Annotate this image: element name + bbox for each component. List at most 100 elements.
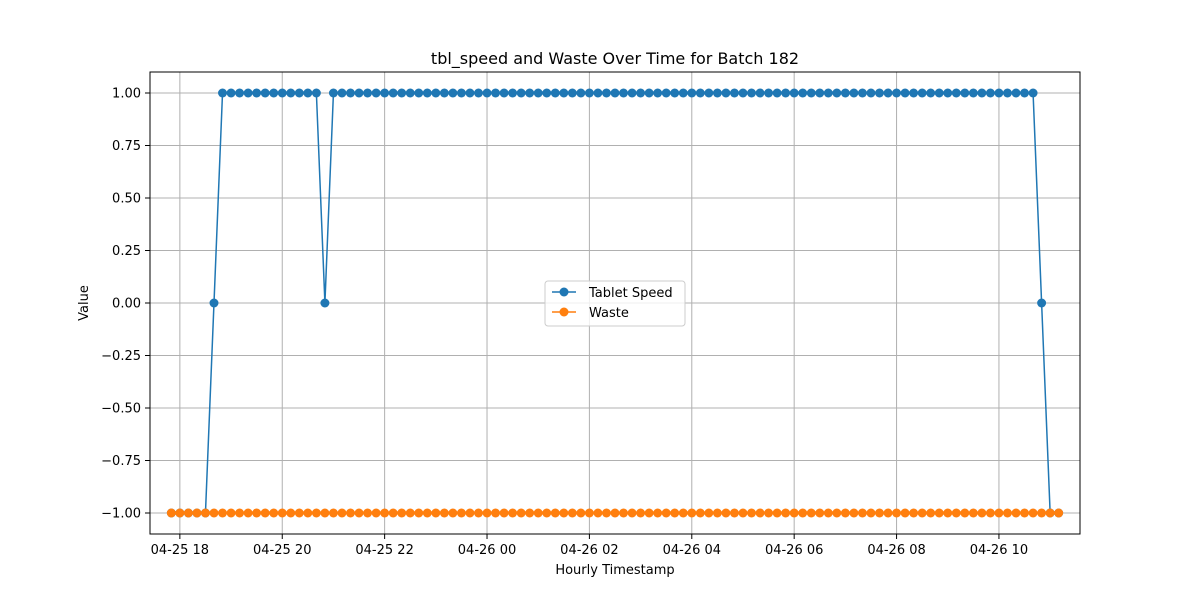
data-point-waste (533, 508, 543, 518)
data-point-tablet-speed (516, 88, 526, 98)
data-point-tablet-speed (866, 88, 876, 98)
data-point-waste (380, 508, 390, 518)
data-point-waste (781, 508, 791, 518)
data-point-tablet-speed (823, 88, 833, 98)
data-point-waste (277, 508, 287, 518)
data-point-tablet-speed (985, 88, 995, 98)
data-point-tablet-speed (712, 88, 722, 98)
data-point-tablet-speed (252, 88, 262, 98)
data-point-waste (456, 508, 466, 518)
y-tick-label: 0.25 (112, 244, 141, 259)
data-point-waste (951, 508, 961, 518)
data-point-tablet-speed (226, 88, 236, 98)
data-point-waste (405, 508, 415, 518)
data-point-tablet-speed (1020, 88, 1030, 98)
data-point-tablet-speed (636, 88, 646, 98)
data-point-waste (473, 508, 483, 518)
data-point-tablet-speed (704, 88, 714, 98)
data-point-waste (926, 508, 936, 518)
data-point-waste (806, 508, 816, 518)
data-point-tablet-speed (422, 88, 432, 98)
x-tick-label: 04-26 06 (765, 543, 823, 558)
data-point-tablet-speed (840, 88, 850, 98)
data-point-tablet-speed (832, 88, 842, 98)
data-point-waste (354, 508, 364, 518)
data-point-tablet-speed (798, 88, 808, 98)
data-point-waste (840, 508, 850, 518)
data-point-tablet-speed (491, 88, 501, 98)
data-point-waste (909, 508, 919, 518)
x-tick-label: 04-26 08 (867, 543, 925, 558)
data-point-tablet-speed (499, 88, 509, 98)
data-point-waste (550, 508, 560, 518)
data-point-tablet-speed (934, 88, 944, 98)
data-point-waste (712, 508, 722, 518)
legend-marker-tablet-speed (559, 287, 569, 297)
data-point-tablet-speed (337, 88, 347, 98)
data-point-waste (192, 508, 202, 518)
data-point-tablet-speed (235, 88, 245, 98)
data-point-tablet-speed (764, 88, 774, 98)
data-point-tablet-speed (542, 88, 552, 98)
y-axis: −1.00 −0.75 −0.50 −0.25 0.00 0.25 0.50 0.75 1.00 (101, 87, 150, 522)
data-point-waste (704, 508, 714, 518)
data-point-waste (747, 508, 757, 518)
data-point-waste (900, 508, 910, 518)
data-point-tablet-speed (593, 88, 603, 98)
data-point-waste (619, 508, 629, 518)
data-point-waste (414, 508, 424, 518)
legend-marker-waste (559, 307, 569, 317)
data-point-tablet-speed (926, 88, 936, 98)
data-point-tablet-speed (388, 88, 398, 98)
data-point-tablet-speed (1002, 88, 1012, 98)
data-point-tablet-speed (482, 88, 492, 98)
data-point-tablet-speed (363, 88, 373, 98)
legend-label-waste: Waste (589, 306, 629, 321)
data-point-tablet-speed (644, 88, 654, 98)
data-point-waste (1028, 508, 1038, 518)
y-tick-label: 0.00 (112, 297, 141, 312)
data-point-tablet-speed (1011, 88, 1021, 98)
data-point-waste (200, 508, 210, 518)
data-point-tablet-speed (738, 88, 748, 98)
x-tick-label: 04-25 22 (355, 543, 413, 558)
data-point-tablet-speed (951, 88, 961, 98)
data-point-tablet-speed (601, 88, 611, 98)
data-point-tablet-speed (755, 88, 765, 98)
data-point-waste (567, 508, 577, 518)
data-point-waste (175, 508, 185, 518)
data-point-tablet-speed (397, 88, 407, 98)
data-point-waste (670, 508, 680, 518)
data-point-tablet-speed (806, 88, 816, 98)
legend-box (544, 280, 686, 327)
data-point-waste (235, 508, 245, 518)
x-tick-label: 04-26 10 (970, 543, 1028, 558)
data-point-waste (1054, 508, 1064, 518)
data-point-waste (636, 508, 646, 518)
x-tick-label: 04-25 18 (151, 543, 209, 558)
y-tick-label: 0.75 (112, 139, 141, 154)
data-point-waste (516, 508, 526, 518)
data-point-tablet-speed (695, 88, 705, 98)
data-point-tablet-speed (346, 88, 355, 98)
data-point-tablet-speed (465, 88, 475, 98)
data-point-tablet-speed (559, 88, 569, 98)
data-point-tablet-speed (525, 88, 535, 98)
data-point-waste (448, 508, 458, 518)
data-point-tablet-speed (576, 88, 586, 98)
data-point-tablet-speed (960, 88, 970, 98)
data-point-waste (729, 508, 739, 518)
data-point-waste (875, 508, 884, 518)
data-point-waste (218, 508, 228, 518)
data-point-waste (934, 508, 944, 518)
data-point-waste (798, 508, 808, 518)
data-point-waste (943, 508, 953, 518)
data-point-waste (397, 508, 407, 518)
y-tick-label: −0.25 (101, 349, 141, 364)
data-point-waste (525, 508, 535, 518)
data-point-tablet-speed (627, 88, 637, 98)
y-tick-label: 0.50 (112, 192, 141, 207)
data-point-tablet-speed (943, 88, 953, 98)
data-point-waste (508, 508, 518, 518)
